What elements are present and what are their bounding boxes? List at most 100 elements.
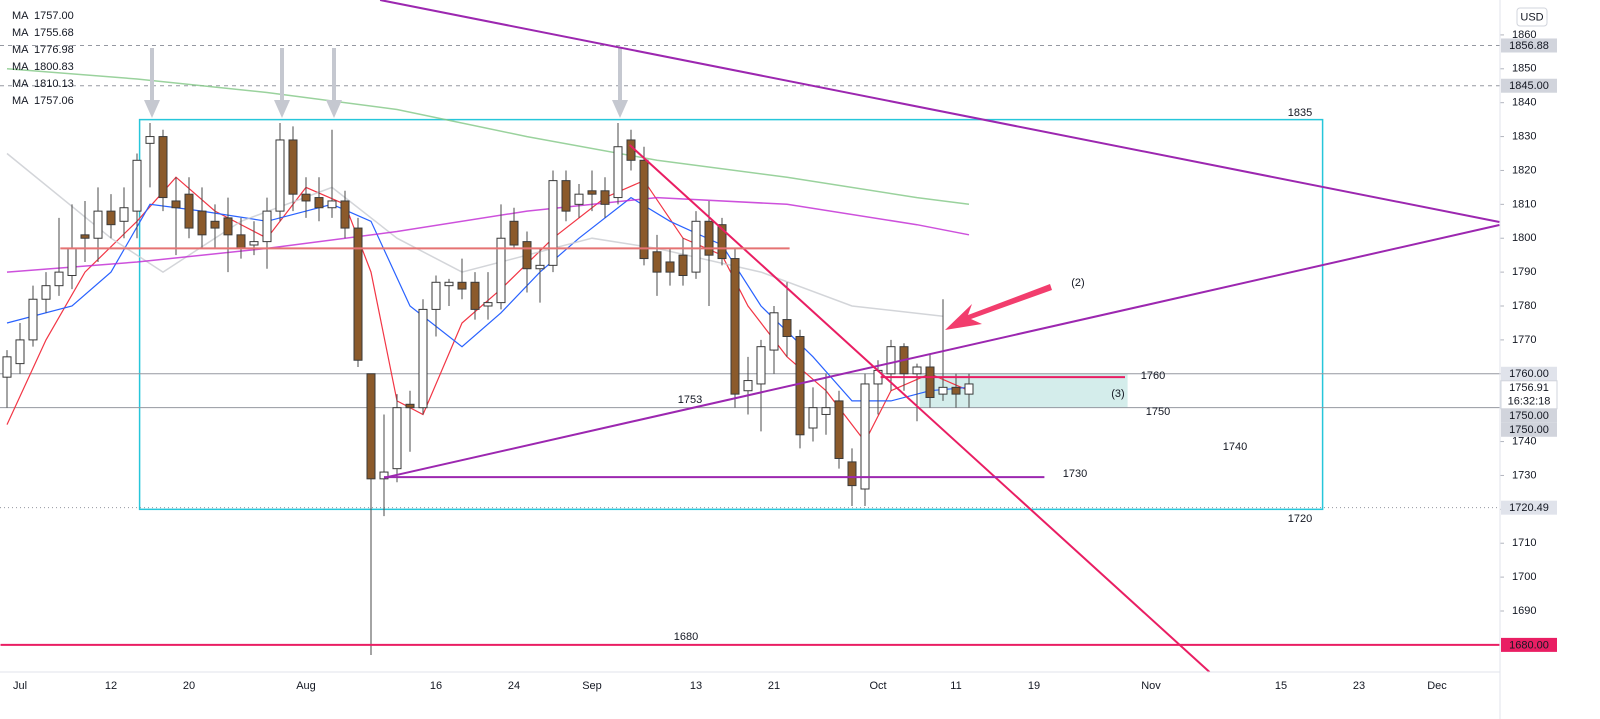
price-label-box	[1501, 38, 1557, 53]
candle-body	[548, 180, 558, 266]
candle-body	[574, 193, 584, 205]
price-label: 1760.00	[1509, 368, 1549, 380]
candle-body	[483, 302, 493, 307]
x-tick-label: Dec	[1427, 680, 1447, 692]
candle-body	[41, 285, 51, 300]
annotation: 1760	[1141, 370, 1165, 382]
legend-value: 1757.00	[34, 10, 74, 22]
x-tick-label: 16	[430, 680, 442, 692]
candle-body	[288, 139, 298, 195]
down-arrow	[144, 48, 160, 118]
currency: USD	[1520, 11, 1543, 23]
price-label: 1720.49	[1509, 502, 1549, 514]
price-label: 1845.00	[1509, 80, 1549, 92]
annotation: 1730	[1063, 468, 1087, 480]
candle-body	[821, 407, 831, 415]
drawing-rect	[138, 118, 1324, 511]
y-tick-label: 1810	[1512, 198, 1536, 210]
annotation: 1750	[1146, 406, 1170, 418]
price-label: 1756.91	[1509, 382, 1549, 394]
candle-body	[470, 281, 480, 310]
candle-body	[366, 373, 376, 480]
y-tick-label: 1850	[1512, 63, 1536, 75]
candle-body	[886, 346, 896, 375]
price-label-box	[1501, 408, 1557, 423]
candle-body	[717, 224, 727, 260]
annotation: (3)	[1111, 388, 1124, 400]
price-label-box	[1501, 637, 1557, 652]
annotation: 1835	[1288, 107, 1312, 119]
y-tick-label: 1840	[1512, 97, 1536, 109]
x-tick-label: 20	[183, 680, 195, 692]
candle-body	[782, 319, 792, 338]
candle-body	[340, 200, 350, 229]
candle-body	[769, 312, 779, 351]
main-layer	[2, 123, 974, 656]
x-tick-label: Aug	[296, 680, 316, 692]
candle-body	[171, 200, 181, 209]
candle-body	[808, 407, 818, 429]
pointer-arrow	[945, 284, 1052, 330]
moving-average	[6, 68, 970, 206]
candle-body	[938, 386, 948, 395]
annotation: 1720	[1288, 513, 1312, 525]
currency-box[interactable]	[1516, 7, 1548, 27]
candle-body	[496, 237, 506, 304]
candle-body	[93, 210, 103, 239]
legend-name: MA	[12, 78, 29, 90]
annotation: (2)	[1071, 277, 1084, 289]
candle-body	[236, 234, 246, 249]
candle-body	[756, 346, 766, 385]
price-label: 1680.00	[1509, 639, 1549, 651]
candle-body	[132, 159, 142, 212]
y-tick-label: 1690	[1512, 605, 1536, 617]
candle-body	[15, 339, 25, 365]
candle-body	[704, 220, 714, 256]
candle-body	[405, 403, 415, 409]
legend-name: MA	[12, 27, 29, 39]
candle-body	[730, 258, 740, 395]
candle-body	[964, 383, 974, 395]
y-tick-label: 1830	[1512, 130, 1536, 142]
price-label-box	[1501, 500, 1557, 515]
y-tick-label: 1730	[1512, 469, 1536, 481]
y-tick-label: 1800	[1512, 232, 1536, 244]
down-arrow	[612, 48, 628, 118]
candle-body	[392, 407, 402, 470]
candle-body	[197, 210, 207, 236]
legend-value: 1776.98	[34, 44, 74, 56]
drawing-line	[379, 0, 1500, 223]
candle-body	[210, 220, 220, 229]
price-label-box	[1501, 422, 1557, 437]
x-tick-label: Oct	[869, 680, 886, 692]
moving-average	[6, 176, 970, 443]
annotation: 1740	[1223, 441, 1247, 453]
down-arrow	[274, 48, 290, 118]
y-tick-label: 1780	[1512, 300, 1536, 312]
x-tick-label: 11	[950, 680, 961, 692]
candle-body	[28, 298, 38, 341]
candle-body	[561, 180, 571, 212]
candle-body	[301, 193, 311, 202]
candle-body	[275, 139, 285, 212]
annotation: 1753	[678, 394, 702, 406]
y-tick-label: 1820	[1512, 164, 1536, 176]
marker-arrows	[144, 48, 628, 118]
candle-body	[743, 380, 753, 392]
candle-body	[145, 136, 155, 144]
candle-body	[314, 197, 324, 209]
candle-body	[652, 251, 662, 273]
candle-body	[834, 400, 844, 460]
candle-body	[691, 220, 701, 273]
annotation: 1680	[674, 631, 698, 643]
y-tick-label: 1790	[1512, 266, 1536, 278]
candle-body	[2, 356, 12, 378]
moving-average	[6, 196, 970, 273]
legend-value: 1810.13	[34, 78, 74, 90]
x-tick-label: 15	[1275, 680, 1287, 692]
legend-value: 1757.06	[34, 95, 74, 107]
candle-body	[353, 227, 363, 361]
y-tick-label: 1710	[1512, 537, 1536, 549]
candle-body	[119, 207, 129, 222]
